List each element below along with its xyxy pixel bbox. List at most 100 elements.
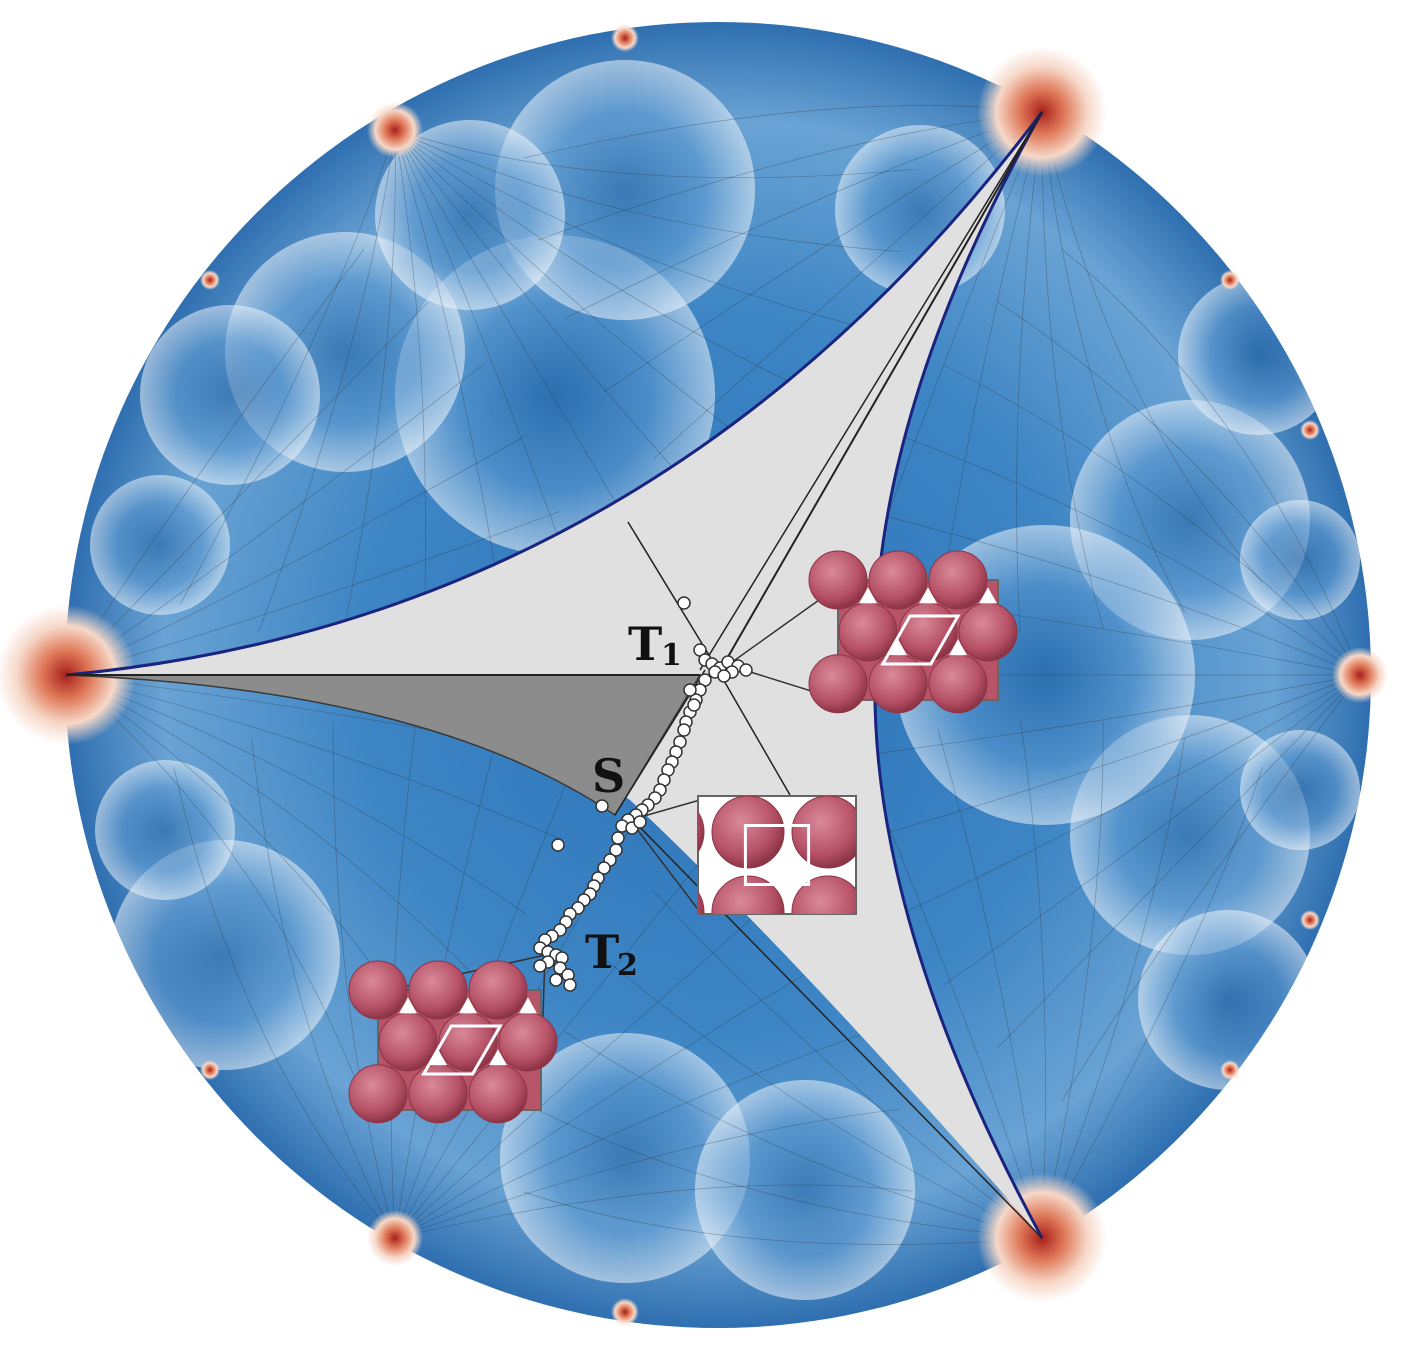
lattice-hollow: [489, 1049, 507, 1066]
atom-sphere: [378, 1012, 438, 1072]
data-point: [677, 596, 691, 610]
cusp-point: [367, 102, 423, 158]
cusp-point: [1300, 910, 1320, 930]
data-point: [551, 838, 565, 852]
geodesic-fan-line: [394, 1030, 873, 1239]
cusp-point: [611, 24, 639, 52]
atom-sphere: [928, 654, 988, 714]
square-lattice-atoms: [698, 796, 856, 914]
label-s: S: [592, 749, 625, 803]
atom-sphere: [408, 960, 468, 1020]
tiling-cell: [1240, 730, 1360, 850]
geodesic-fan-line: [65, 674, 365, 1102]
geodesic-fan-line: [942, 674, 1361, 986]
cusp-point: [1220, 270, 1240, 290]
data-point: [563, 978, 577, 992]
triangular-lattice-inset-t1: [808, 550, 1018, 714]
geodesic-fan-line: [180, 129, 396, 604]
geodesic-fan-line: [603, 957, 1043, 1239]
atom-sphere: [438, 1012, 498, 1072]
geodesic-fan-line: [65, 674, 560, 839]
tiling-cell: [500, 1033, 750, 1283]
geodesic-fan-line: [1041, 111, 1263, 584]
geodesic-fan-line: [537, 1109, 1043, 1239]
data-point: [595, 799, 609, 813]
atom-sphere: [791, 796, 856, 869]
atom-sphere: [958, 602, 1018, 662]
unit-cell-outline: [880, 614, 961, 666]
tiling-cell: [1240, 500, 1360, 620]
data-point: [609, 843, 623, 857]
geodesic-fan-line: [173, 767, 396, 1239]
data-point-cloud: [533, 596, 753, 992]
cusp-point: [611, 1298, 639, 1326]
unit-cell-outline: [421, 1024, 503, 1076]
geodesic-fan-line: [937, 728, 1043, 1239]
data-point: [687, 698, 701, 712]
tiling-cell: [90, 475, 230, 615]
cusp-point: [1220, 1060, 1240, 1080]
tiling-cell: [95, 760, 235, 900]
svg-text:T: T: [628, 617, 662, 671]
tiling-cell: [375, 120, 565, 310]
data-point: [549, 973, 563, 987]
svg-text:T: T: [585, 925, 619, 979]
geodesic-fan-line: [523, 1191, 1043, 1245]
geodesic-fan-line: [394, 129, 426, 650]
atom-sphere: [348, 960, 408, 1020]
data-point: [633, 815, 647, 829]
geodesic-fan-line: [394, 833, 723, 1239]
data-point: [677, 723, 691, 737]
atom-sphere: [808, 654, 868, 714]
geodesic-fan-line: [394, 129, 875, 331]
tiling-cell: [695, 1080, 915, 1300]
geodesic-fan-line: [251, 738, 396, 1239]
cusp-point: [200, 270, 220, 290]
geodesic-fan-line: [1061, 248, 1361, 676]
cusp-point: [200, 1060, 220, 1080]
geodesic-fan-line: [340, 129, 396, 648]
geodesic-fan-line: [394, 957, 833, 1239]
label-t1: T 1: [628, 617, 682, 673]
cusp-point: [367, 1210, 423, 1266]
atom-sphere: [928, 550, 988, 610]
lattice-hollow: [889, 639, 907, 656]
tiling-cells: [90, 60, 1360, 1300]
geodesic-fan-line: [1016, 111, 1043, 632]
atom-sphere: [498, 1012, 558, 1072]
geodesic-fan-line: [1061, 674, 1361, 1102]
atom-sphere: [348, 1064, 408, 1124]
lattice-hollow: [949, 639, 967, 656]
geodesic-fan-line: [898, 674, 1361, 916]
geodesic-fan-line: [866, 511, 1361, 676]
data-point: [717, 669, 731, 683]
geodesic-fan-line: [258, 129, 396, 632]
geodesic-fan-line: [898, 434, 1361, 676]
svg-text:1: 1: [661, 638, 682, 673]
tiling-cell: [495, 60, 755, 320]
cusp-point: [1332, 647, 1388, 703]
geodesic-fan-line: [65, 674, 528, 916]
geodesic-fan-line: [65, 674, 484, 986]
shaded-subregion: [65, 674, 702, 817]
geodesic-fan-line: [394, 891, 783, 1239]
lattice-hollow: [919, 587, 937, 604]
label-t2: T 2: [585, 925, 638, 983]
lattice-hollow: [459, 997, 477, 1014]
atom-sphere: [468, 960, 528, 1020]
geodesic-fan-line: [942, 364, 1361, 676]
atom-sphere: [868, 550, 928, 610]
geodesic-fan-line: [997, 301, 1361, 676]
boundary-curve-upper: [65, 111, 1044, 677]
geodesic-fan-line: [394, 129, 901, 252]
square-lattice-inset-s: [697, 795, 857, 915]
geodesic-fan-line: [394, 1109, 899, 1239]
geodesic-fan-line: [1041, 111, 1104, 629]
geodesic-fan-line: [394, 129, 914, 179]
atom-sphere: [698, 891, 705, 914]
lattice-hollow: [859, 587, 877, 604]
svg-text:S: S: [592, 749, 625, 803]
geodesic-fan-line: [1041, 737, 1185, 1239]
geodesic-fan-line: [1041, 111, 1185, 613]
